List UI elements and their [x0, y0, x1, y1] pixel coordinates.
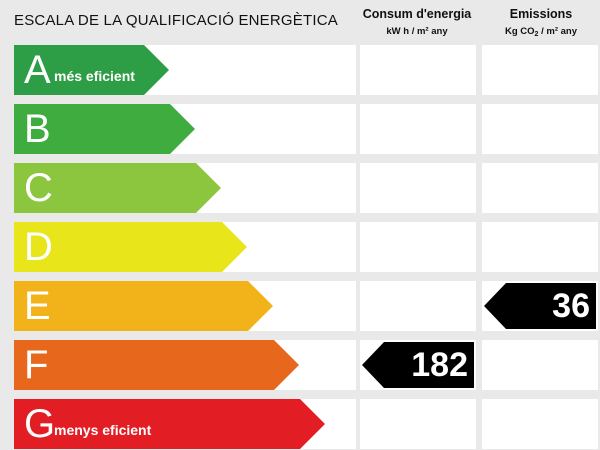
class-arrow-d: D: [14, 222, 247, 272]
emissions-unit-pre: Kg CO: [504, 26, 535, 37]
rating-row-c: C: [14, 163, 356, 213]
emissions-unit-post: / m² any: [538, 26, 577, 37]
emissions-value-tag: 36: [484, 283, 596, 329]
consum-cell-e: [360, 281, 476, 331]
consum-cell-d: [360, 222, 476, 272]
rating-row-f: F: [14, 340, 356, 390]
page-title: ESCALA DE LA QUALIFICACIÓ ENERGÈTICA: [14, 12, 338, 29]
emissions-cell-b: [482, 104, 598, 154]
emissions-unit-sub: 2: [534, 31, 539, 38]
consum-header: Consum d'energia kW h / m² any: [360, 7, 474, 38]
emissions-header: Emissions Kg CO2 / m² any: [484, 7, 598, 41]
class-letter-e: E: [24, 284, 51, 328]
emissions-title: Emissions: [509, 7, 573, 21]
emissions-cell-a: [482, 45, 598, 95]
class-letter-g: G: [24, 402, 56, 446]
consum-cell-b: [360, 104, 476, 154]
consum-cell-a: [360, 45, 476, 95]
rating-row-d: D: [14, 222, 356, 272]
consum-value-tag: 182: [362, 342, 474, 388]
consum-title: Consum d'energia: [362, 7, 472, 21]
class-label-a: més eficient: [54, 68, 135, 84]
class-letter-d: D: [24, 225, 53, 269]
consum-cell-c: [360, 163, 476, 213]
rating-row-g: G menys eficient: [14, 399, 356, 449]
class-letter-a: A: [24, 48, 51, 92]
rating-row-b: B: [14, 104, 356, 154]
consum-unit: kW h / m² any: [386, 26, 448, 37]
rating-row-a: A més eficient: [14, 45, 356, 95]
class-arrow-a: A més eficient: [14, 45, 169, 95]
class-label-g: menys eficient: [54, 422, 152, 438]
rating-row-e: E: [14, 281, 356, 331]
class-letter-b: B: [24, 107, 51, 151]
class-arrow-f: F: [14, 340, 299, 390]
emissions-cell-g: [482, 399, 598, 449]
class-letter-c: C: [24, 166, 53, 210]
emissions-unit: Kg CO2 / m² any: [484, 25, 598, 41]
consum-cell-g: [360, 399, 476, 449]
consum-cell-f: 182: [360, 340, 476, 390]
emissions-cell-d: [482, 222, 598, 272]
emissions-cell-f: [482, 340, 598, 390]
class-letter-f: F: [24, 343, 49, 387]
emissions-cell-c: [482, 163, 598, 213]
class-arrow-c: C: [14, 163, 221, 213]
class-arrow-b: B: [14, 104, 195, 154]
class-arrow-g: G menys eficient: [14, 399, 325, 449]
emissions-cell-e: 36: [482, 281, 598, 331]
class-arrow-e: E: [14, 281, 273, 331]
